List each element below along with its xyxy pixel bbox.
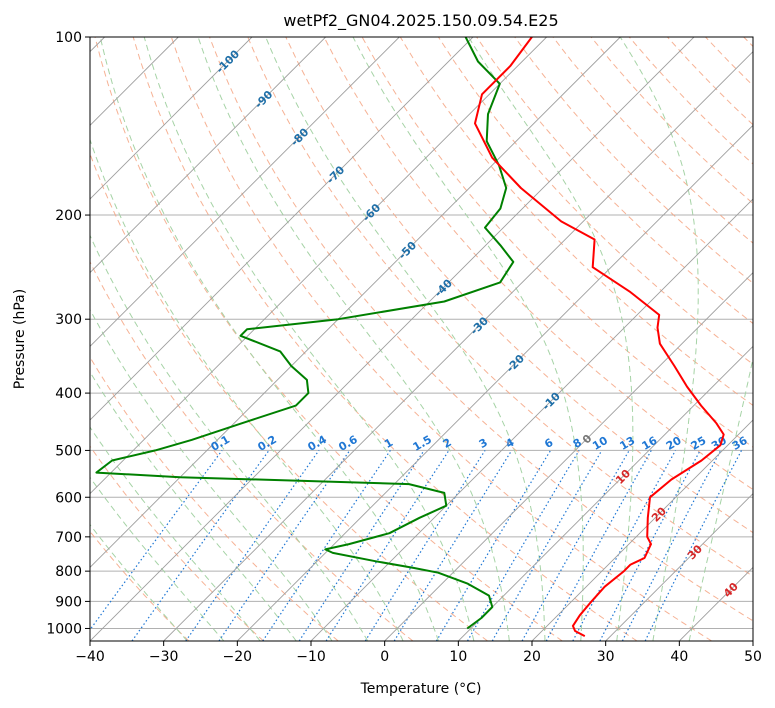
moist-adiabat xyxy=(90,138,404,641)
y-tick-label: 500 xyxy=(55,443,82,459)
y-axis-ticks: 100 200 300 400 500 600 700 800 900 1000 xyxy=(46,30,90,637)
dry-adiabat xyxy=(247,37,753,577)
dry-adiabat xyxy=(209,37,753,622)
x-tick-label: −10 xyxy=(296,649,326,665)
isotherm-line xyxy=(90,37,253,200)
mixing-ratio-lines xyxy=(90,450,743,641)
dry-adiabat xyxy=(170,37,712,641)
dry-adiabat xyxy=(323,37,753,491)
mixing-ratio-line xyxy=(644,450,743,641)
dry-adiabat xyxy=(285,37,753,534)
y-axis-label: Pressure (hPa) xyxy=(12,289,28,389)
isotherm-line xyxy=(531,419,753,641)
isotherm-line xyxy=(163,51,753,641)
pressure-gridlines xyxy=(90,37,753,629)
mixing-ratio-line xyxy=(262,450,391,641)
dry-adiabat xyxy=(90,260,414,641)
dry-adiabat xyxy=(90,356,339,641)
x-tick-label: −20 xyxy=(223,649,253,665)
mixing-ratio-line xyxy=(185,450,320,641)
y-tick-label: 100 xyxy=(55,30,82,46)
isotherm-line xyxy=(90,37,474,421)
x-tick-label: 20 xyxy=(523,649,541,665)
moist-adiabat xyxy=(352,37,584,641)
moist-adiabat xyxy=(90,371,297,641)
dry-adiabat xyxy=(94,37,563,641)
moist-adiabat xyxy=(90,308,333,641)
x-tick-label: 40 xyxy=(670,649,688,665)
moist-adiabat xyxy=(143,37,475,641)
isotherms xyxy=(90,37,753,641)
x-tick-label: 0 xyxy=(380,649,389,665)
isotherm-line xyxy=(90,37,547,495)
y-tick-label: 900 xyxy=(55,594,82,610)
isotherm-line xyxy=(90,37,400,347)
mixing-ratio-line xyxy=(393,450,513,641)
plot-area: -100-90-80-70-60-50-40-30-20-10010203040… xyxy=(90,37,753,641)
y-tick-label: 600 xyxy=(55,490,82,506)
x-axis-ticks: −40 −30 −20 −10 0 10 20 30 40 50 xyxy=(75,641,762,665)
moist-adiabat xyxy=(688,355,753,641)
isotherm-line xyxy=(384,272,753,641)
isotherm-line xyxy=(310,198,753,641)
x-tick-label: −30 xyxy=(149,649,179,665)
dry-adiabat xyxy=(514,37,753,284)
x-tick-label: 50 xyxy=(744,649,762,665)
dry-adiabats xyxy=(90,37,753,641)
moist-adiabat xyxy=(265,37,546,641)
moist-adiabat xyxy=(99,37,439,641)
isotherm-line xyxy=(90,37,621,568)
mixing-ratio-line xyxy=(621,450,722,641)
temperature-line xyxy=(474,37,725,637)
dry-adiabat xyxy=(476,37,753,325)
moist-adiabat xyxy=(90,476,225,641)
moist-adiabat xyxy=(90,523,188,641)
mixing-ratio-line xyxy=(545,450,652,641)
moist-adiabat xyxy=(619,37,699,641)
isotherm-line xyxy=(90,37,695,641)
mixing-ratio-line xyxy=(298,450,425,641)
x-tick-label: −40 xyxy=(75,649,105,665)
y-tick-label: 200 xyxy=(55,208,82,224)
chart-title: wetPf2_GN04.2025.150.09.54.E25 xyxy=(283,11,558,31)
dry-adiabat xyxy=(132,37,638,641)
dry-adiabat xyxy=(90,445,264,641)
moist-adiabat xyxy=(90,234,369,641)
mixing-ratio-line xyxy=(572,450,677,641)
moist-adiabat xyxy=(90,426,261,641)
plot-frame xyxy=(89,36,754,642)
y-tick-label: 400 xyxy=(55,386,82,402)
x-tick-label: 30 xyxy=(597,649,615,665)
y-tick-label: 1000 xyxy=(46,621,82,637)
isotherm-line xyxy=(237,124,753,641)
y-tick-label: 800 xyxy=(55,564,82,580)
y-tick-label: 300 xyxy=(55,312,82,328)
mixing-ratio-line xyxy=(521,450,630,641)
isotherm-line xyxy=(90,37,326,274)
mixing-ratio-line xyxy=(218,450,351,641)
mixing-ratio-line xyxy=(325,450,450,641)
dewpoint-line xyxy=(95,37,515,630)
y-tick-label: 700 xyxy=(55,530,82,546)
x-axis-label: Temperature (°C) xyxy=(360,681,482,697)
mixing-ratio-line xyxy=(90,450,223,631)
isotherm-line xyxy=(605,493,753,641)
x-tick-label: 10 xyxy=(449,649,467,665)
isotherm-line xyxy=(458,345,753,641)
moist-adiabat xyxy=(197,37,510,641)
